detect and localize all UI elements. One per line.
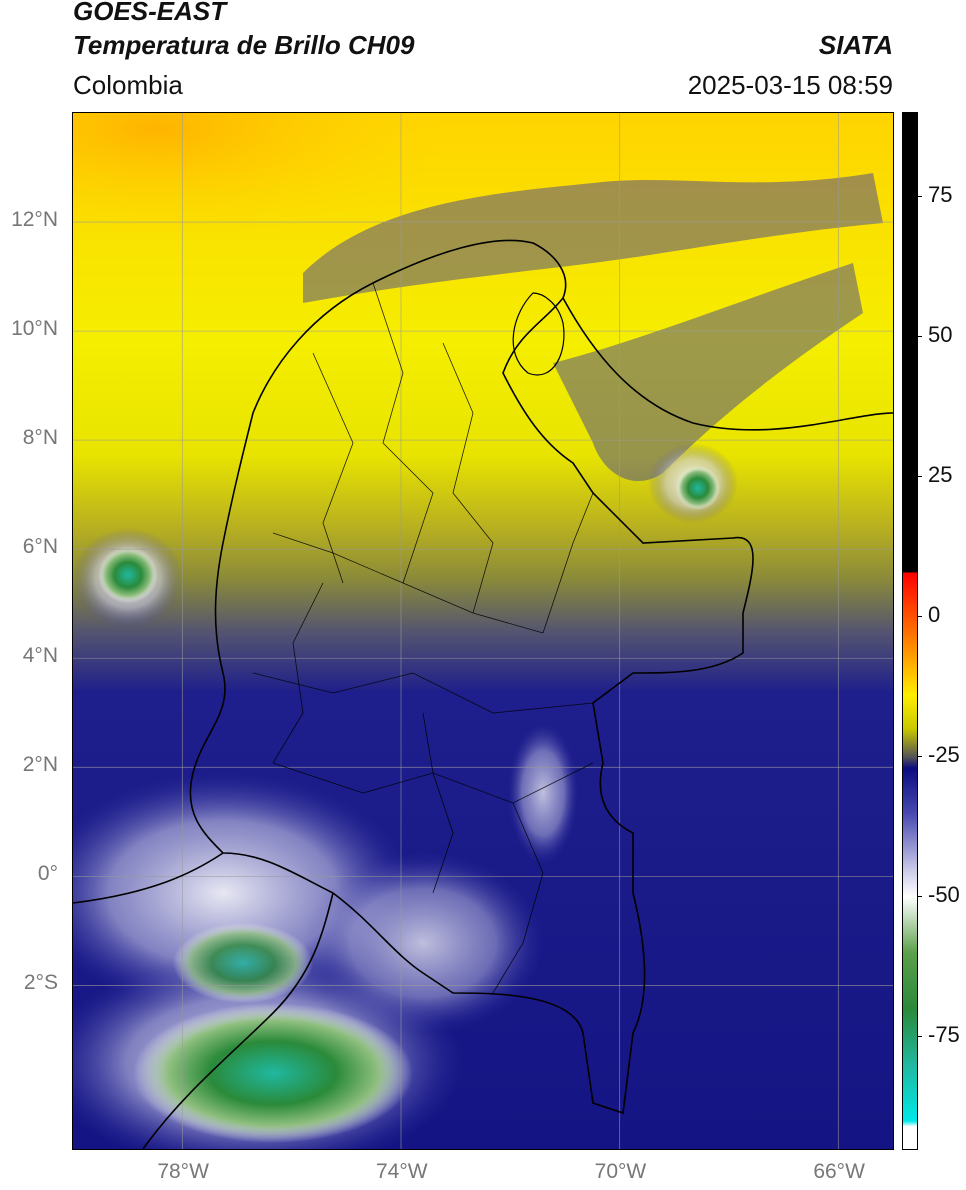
convective-core-west — [98, 547, 158, 603]
region-label: Colombia — [73, 70, 183, 100]
lake-maracaibo — [512, 292, 565, 376]
department-borders — [252, 282, 594, 994]
latitude-label: 2°N — [22, 753, 58, 777]
latitude-label: 4°N — [22, 644, 58, 668]
colorbar-gradient — [903, 113, 917, 1149]
colorbar-tick-mark — [917, 616, 922, 617]
cold-core-south — [133, 1003, 413, 1143]
title-product: Temperatura de Brillo CH09 — [73, 30, 415, 60]
colorbar-tick-label: 75 — [928, 182, 953, 207]
cold-core-south-2 — [173, 923, 313, 1003]
brand-label: SIATA — [818, 30, 893, 60]
latitude-label: 12°N — [11, 208, 58, 232]
colorbar-tick-mark — [917, 476, 922, 477]
cold-streak — [508, 723, 578, 863]
colorbar-tick-label: 0 — [928, 602, 941, 627]
colorbar-tick-mark — [917, 336, 922, 337]
colorbar-tick-mark — [917, 896, 922, 897]
colorbar-tick-label: -75 — [928, 1022, 960, 1047]
longitude-label: 70°W — [594, 1160, 647, 1183]
colorbar-tick-mark — [917, 196, 922, 197]
colorbar-tick-mark — [917, 756, 922, 757]
map-canvas — [73, 113, 893, 1149]
longitude-label: 66°W — [813, 1160, 865, 1183]
longitude-label: 74°W — [376, 1160, 428, 1183]
colorbar — [902, 112, 918, 1150]
convective-core-east — [676, 466, 720, 510]
graticule — [73, 113, 893, 1149]
latitude-label: 6°N — [22, 535, 58, 559]
title-satellite: GOES-EAST — [73, 0, 227, 26]
latitude-label: 0° — [37, 862, 58, 886]
colorbar-tick-label: -50 — [928, 882, 960, 907]
latitude-label: 8°N — [22, 426, 58, 450]
satellite-map[interactable] — [72, 112, 894, 1150]
border-peru — [142, 892, 334, 1149]
latitude-label: 10°N — [11, 317, 58, 341]
cloud-band-north — [303, 173, 883, 482]
latitude-label: 2°S — [23, 971, 58, 995]
colorbar-tick-label: -25 — [928, 742, 960, 767]
colorbar-tick-label: 25 — [928, 462, 953, 487]
colorbar-tick-label: 50 — [928, 322, 953, 347]
border-ecuador — [73, 852, 224, 904]
colorbar-tick-mark — [917, 1036, 922, 1037]
warm-region — [73, 113, 493, 273]
border-venezuela-coast — [562, 297, 893, 431]
timestamp-label: 2025-03-15 08:59 — [687, 70, 893, 100]
longitude-label: 78°W — [157, 1160, 209, 1183]
